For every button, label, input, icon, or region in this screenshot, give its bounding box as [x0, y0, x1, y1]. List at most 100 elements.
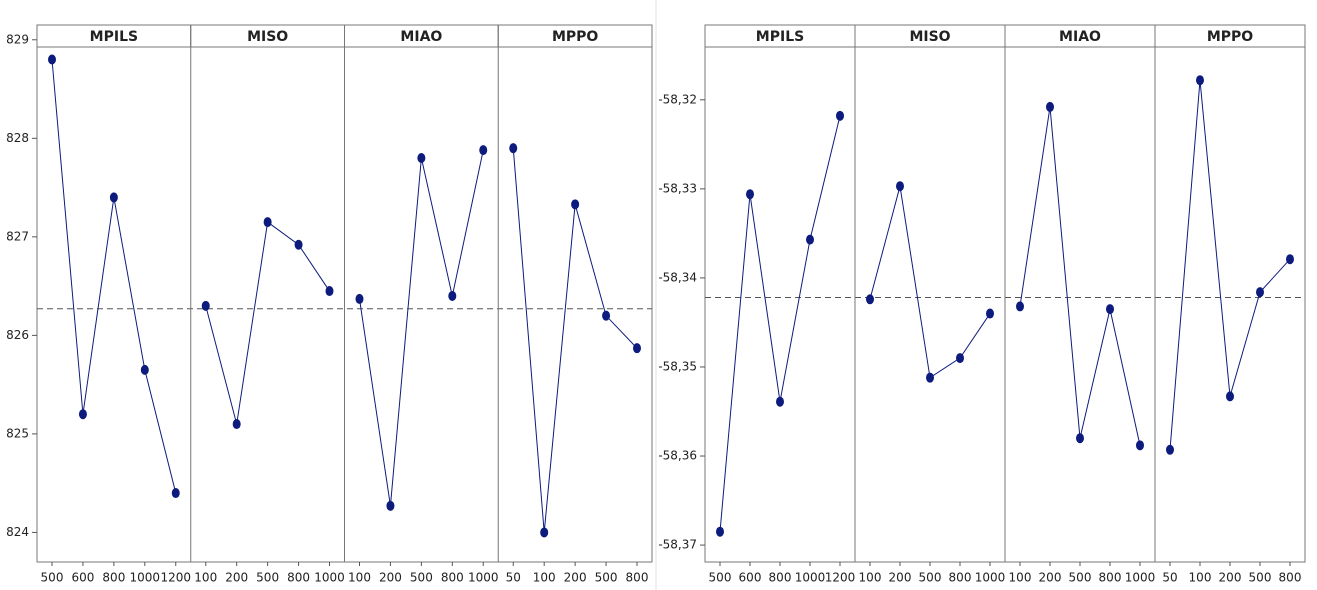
point — [540, 527, 549, 538]
point — [1226, 391, 1234, 402]
y-tick-label: 827 — [6, 229, 29, 243]
point — [746, 189, 754, 200]
x-tick-label: 1000 — [314, 571, 345, 585]
y-tick-label: 828 — [6, 131, 29, 145]
x-tick-label: 600 — [739, 571, 762, 585]
x-tick-label: 600 — [71, 571, 94, 585]
x-tick-label: 800 — [949, 571, 972, 585]
panel-title: MPILS — [90, 29, 138, 45]
y-tick-label: 825 — [6, 426, 29, 440]
x-tick-label: 1200 — [825, 571, 856, 585]
x-tick-label: 500 — [41, 571, 64, 585]
point — [602, 310, 611, 321]
x-tick-label: 1000 — [130, 571, 161, 585]
point — [201, 300, 210, 311]
x-tick-label: 100 — [194, 571, 217, 585]
point — [836, 110, 844, 121]
point — [776, 396, 784, 407]
point — [294, 239, 303, 250]
y-tick-label: 826 — [6, 328, 29, 342]
point — [232, 419, 241, 430]
point — [866, 294, 874, 305]
x-tick-label: 500 — [410, 571, 433, 585]
point — [926, 372, 934, 383]
y-tick-label: -58,34 — [658, 270, 697, 284]
x-tick-label: 800 — [626, 571, 649, 585]
panel-title: MPILS — [756, 29, 804, 45]
panel-title: MPPO — [1207, 29, 1253, 45]
panel-title: MIAO — [400, 29, 442, 45]
x-tick-label: 500 — [256, 571, 279, 585]
y-tick-label: 829 — [6, 32, 29, 46]
point — [509, 143, 518, 154]
point — [355, 293, 364, 304]
y-tick-label: -58,36 — [658, 449, 697, 463]
x-tick-label: 500 — [1069, 571, 1092, 585]
x-tick-label: 1000 — [975, 571, 1006, 585]
point — [571, 199, 580, 210]
point — [956, 353, 964, 364]
x-tick-label: 100 — [533, 571, 556, 585]
point — [325, 286, 334, 297]
y-tick-label: -58,33 — [658, 181, 697, 195]
x-tick-label: 200 — [1039, 571, 1062, 585]
x-tick-label: 1000 — [1125, 571, 1156, 585]
x-tick-label: 200 — [1219, 571, 1242, 585]
y-tick-label: -58,35 — [658, 359, 697, 373]
x-tick-label: 800 — [769, 571, 792, 585]
y-tick-label: -58,37 — [658, 538, 697, 552]
x-tick-label: 800 — [441, 571, 464, 585]
x-tick-label: 1000 — [795, 571, 826, 585]
x-tick-label: 200 — [225, 571, 248, 585]
x-tick-label: 1200 — [160, 571, 191, 585]
x-tick-label: 500 — [919, 571, 942, 585]
x-tick-label: 800 — [287, 571, 310, 585]
point — [986, 308, 994, 319]
point — [633, 343, 641, 354]
point — [1286, 254, 1294, 265]
point — [1016, 301, 1024, 312]
x-tick-label: 800 — [1279, 571, 1302, 585]
point — [1166, 444, 1174, 455]
x-tick-label: 50 — [506, 571, 521, 585]
point — [1136, 440, 1144, 451]
x-tick-label: 800 — [102, 571, 125, 585]
x-tick-label: 800 — [1099, 571, 1122, 585]
x-tick-label: 500 — [709, 571, 732, 585]
x-tick-label: 100 — [1189, 571, 1212, 585]
point — [263, 217, 272, 228]
x-tick-label: 100 — [1009, 571, 1032, 585]
point — [78, 409, 87, 420]
panel-title: MPPO — [552, 29, 598, 45]
point — [171, 488, 180, 499]
point — [1106, 304, 1114, 315]
x-tick-label: 1000 — [468, 571, 499, 585]
y-tick-label: 824 — [6, 525, 29, 539]
x-tick-label: 50 — [1162, 571, 1177, 585]
point — [48, 54, 56, 65]
point — [448, 290, 457, 301]
point — [417, 153, 426, 164]
point — [386, 500, 395, 511]
panel-title: MISO — [247, 29, 288, 45]
point — [1046, 101, 1054, 112]
y-tick-label: -58,32 — [658, 92, 697, 106]
x-tick-label: 500 — [1249, 571, 1272, 585]
point — [1256, 287, 1264, 298]
point — [1076, 433, 1084, 444]
point — [716, 526, 724, 537]
x-tick-label: 200 — [564, 571, 587, 585]
panel-title: MIAO — [1059, 29, 1101, 45]
x-tick-label: 200 — [379, 571, 402, 585]
x-tick-label: 200 — [889, 571, 912, 585]
point — [806, 234, 814, 245]
point — [1196, 75, 1204, 86]
x-tick-label: 100 — [348, 571, 371, 585]
point — [896, 181, 904, 192]
point — [140, 364, 149, 375]
x-tick-label: 100 — [859, 571, 882, 585]
panel-title: MISO — [909, 29, 950, 45]
point — [109, 192, 118, 203]
point — [479, 145, 488, 156]
